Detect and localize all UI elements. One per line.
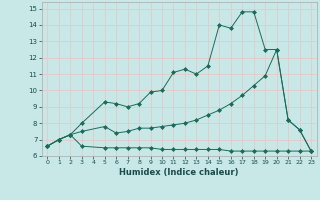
X-axis label: Humidex (Indice chaleur): Humidex (Indice chaleur) (119, 168, 239, 177)
